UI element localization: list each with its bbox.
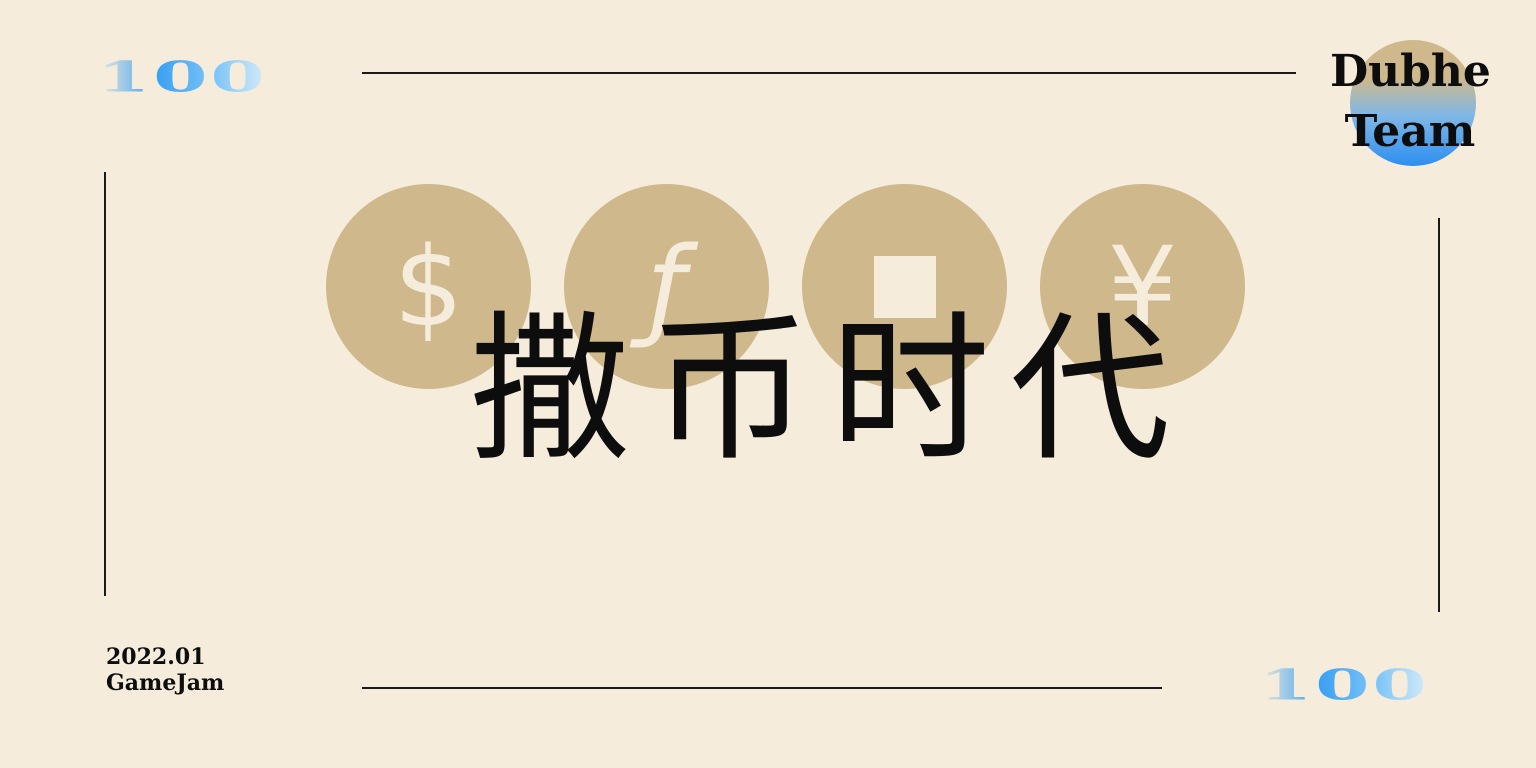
event-date: 2022.01 (106, 644, 206, 670)
team-name-line2: Team (1344, 106, 1476, 157)
game-title: 撒币时代 (470, 296, 1191, 483)
team-badge-circle (1350, 40, 1476, 166)
florin-icon: ƒ (647, 222, 686, 351)
square-icon (873, 255, 936, 318)
yen-coin-icon: ¥ (1040, 184, 1245, 389)
top-divider (362, 72, 1296, 74)
corner-number-bottom-right: 100 (1258, 660, 1430, 710)
bottom-divider (362, 687, 1162, 689)
corner-number-top-left: 100 (96, 52, 268, 102)
dollar-icon: $ (393, 222, 464, 351)
event-info: 2022.01 GameJam (106, 644, 224, 696)
event-name: GameJam (106, 670, 225, 696)
right-border-line (1438, 218, 1440, 612)
team-name: Dubhe Team (1330, 42, 1491, 162)
dollar-coin-icon: $ (326, 184, 531, 389)
left-border-line (104, 172, 106, 596)
yen-icon: ¥ (1107, 222, 1178, 351)
florin-coin-icon: ƒ (564, 184, 769, 389)
square-coin-icon (802, 184, 1007, 389)
team-name-line1: Dubhe (1330, 46, 1491, 97)
